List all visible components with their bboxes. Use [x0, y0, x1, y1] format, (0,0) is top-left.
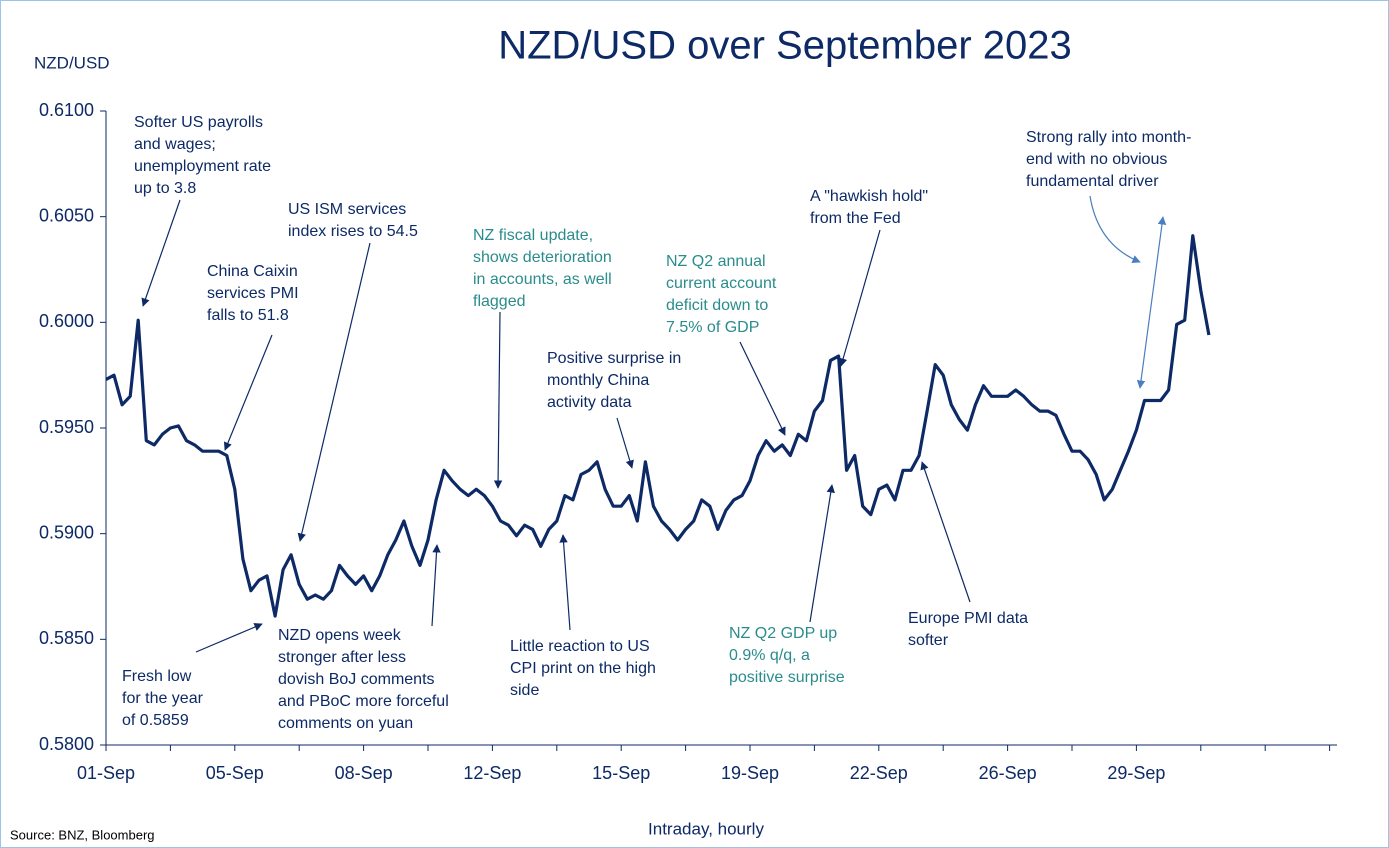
annotation: shows deterioration [473, 249, 612, 266]
annotation: A "hawkish hold" [810, 188, 928, 205]
annotation-arrow [1136, 216, 1167, 389]
y-tick-label: 0.6000 [39, 311, 94, 331]
x-tick-label: 26-Sep [979, 763, 1037, 783]
annotation: current account [666, 275, 777, 292]
y-axis-label: NZD/USD [34, 53, 110, 72]
chart-title: NZD/USD over September 2023 [498, 24, 1072, 68]
annotation-arrow [195, 623, 263, 653]
annotation: positive surprise [729, 669, 845, 686]
annotation: in accounts, as well [473, 271, 612, 288]
annotation-arrow [616, 417, 634, 469]
x-tick-label: 05-Sep [206, 763, 264, 783]
annotation: fundamental driver [1026, 173, 1159, 190]
annotation: end with no obvious [1026, 151, 1167, 168]
annotation: 7.5% of GDP [666, 319, 759, 336]
annotation: Europe PMI data [908, 610, 1028, 627]
annotation: of 0.5859 [122, 712, 189, 729]
annotation: stronger after less [278, 649, 406, 666]
annotation: softer [908, 632, 949, 649]
x-tick-label: 15-Sep [592, 763, 650, 783]
annotation: unemployment rate [134, 158, 271, 175]
annotation: 0.9% q/q, a [729, 647, 810, 664]
x-tick-label: 29-Sep [1107, 763, 1165, 783]
annotation: from the Fed [810, 210, 901, 227]
annotation: monthly China [547, 372, 649, 389]
annotation: US ISM services [288, 201, 406, 218]
annotation-arrow [920, 461, 971, 603]
annotation: Strong rally into month- [1026, 129, 1191, 146]
annotation: and PBoC more forceful [278, 693, 449, 710]
annotation-arrow [1089, 195, 1141, 264]
annotation: flagged [473, 293, 526, 310]
y-tick-label: 0.5850 [39, 628, 94, 648]
annotation: CPI print on the high [510, 660, 656, 677]
x-tick-label: 19-Sep [721, 763, 779, 783]
x-axis-label: Intraday, hourly [648, 819, 764, 838]
annotation: services PMI [207, 285, 299, 302]
annotation-arrow [297, 242, 371, 542]
annotation: Softer US payrolls [134, 114, 263, 131]
annotation: deficit down to [666, 297, 768, 314]
annotation: and wages; [134, 136, 216, 153]
annotation: index rises to 54.5 [288, 223, 418, 240]
annotation: Positive surprise in [547, 350, 681, 367]
annotation: Fresh low [122, 668, 192, 685]
y-tick-label: 0.6050 [39, 205, 94, 225]
annotation-arrow [839, 229, 881, 367]
y-tick-label: 0.5800 [39, 734, 94, 754]
annotation: side [510, 682, 539, 699]
series-line [105, 234, 1211, 618]
annotation: NZ Q2 annual [666, 253, 766, 270]
annotation: Little reaction to US [510, 638, 650, 655]
annotation-arrow [809, 484, 835, 623]
annotation: China Caixin [207, 263, 298, 280]
x-tick-label: 01-Sep [77, 763, 135, 783]
annotation: NZ Q2 GDP up [729, 625, 837, 642]
x-tick-label: 12-Sep [463, 763, 521, 783]
annotation-arrow [141, 199, 181, 307]
annotation-arrow [431, 544, 441, 627]
annotation: dovish BoJ comments [278, 671, 435, 688]
x-tick-label: 22-Sep [850, 763, 908, 783]
source: Source: BNZ, Bloomberg [10, 827, 155, 842]
annotation-arrow [223, 334, 273, 451]
annotation: for the year [122, 690, 204, 707]
y-tick-label: 0.5900 [39, 522, 94, 542]
annotation: NZ fiscal update, [473, 227, 593, 244]
annotation: up to 3.8 [134, 180, 196, 197]
annotation: NZD opens week [278, 627, 402, 644]
annotation: activity data [547, 394, 632, 411]
annotation-arrow [559, 534, 571, 631]
annotation-arrow [739, 341, 786, 436]
y-tick-label: 0.6100 [39, 100, 94, 120]
x-tick-label: 08-Sep [335, 763, 393, 783]
y-tick-label: 0.5950 [39, 417, 94, 437]
annotation: falls to 51.8 [207, 307, 289, 324]
annotation-arrow [493, 311, 503, 489]
annotation: comments on yuan [278, 715, 413, 732]
